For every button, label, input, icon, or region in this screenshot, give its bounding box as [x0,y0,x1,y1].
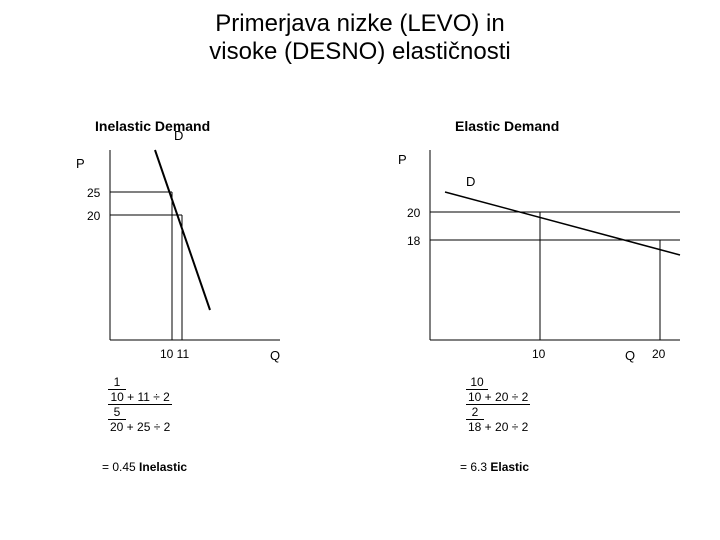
right-frac-mid: 2 [466,405,484,420]
right-frac-num: 10 [466,375,488,390]
right-frac-den1: 10 + 20 ÷ 2 [466,390,530,405]
right-result-bold: Elastic [490,460,529,474]
right-formula: 10 10 + 20 ÷ 2 2 18 + 20 ÷ 2 [466,375,530,434]
right-frac-den2: 18 + 20 ÷ 2 [466,420,530,434]
right-result: = 6.3 Elastic [460,460,529,474]
right-chart-svg [0,0,720,540]
right-result-value: = 6.3 [460,460,487,474]
